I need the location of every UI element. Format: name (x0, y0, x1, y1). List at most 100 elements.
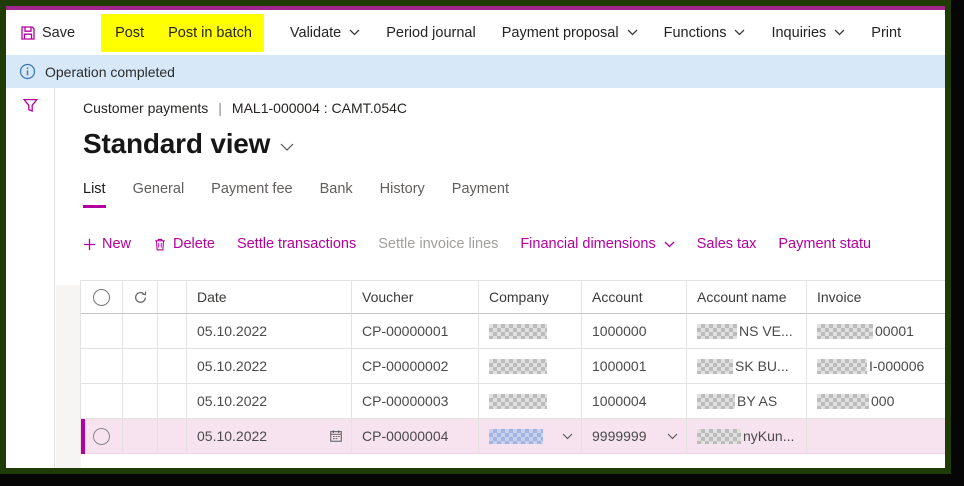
settle-transactions-button[interactable]: Settle transactions (236, 236, 357, 252)
column-header-account-name[interactable]: Account name (687, 281, 807, 314)
row-select-cell[interactable] (81, 349, 123, 384)
invoice-fragment: 000 (871, 393, 895, 409)
refresh-cell[interactable] (123, 281, 158, 314)
voucher-cell[interactable]: CP-00000003 (352, 384, 479, 419)
chevron-down-icon (834, 29, 845, 36)
account-cell[interactable]: 1000000 (582, 314, 687, 349)
redacted-invoice (817, 393, 869, 409)
table-row[interactable]: 05.10.2022 CP-00000003 1000004 BY AS 000 (81, 384, 945, 419)
post-button[interactable]: Post (115, 24, 145, 41)
select-all-cell[interactable] (81, 281, 123, 314)
financial-dimensions-menu-button[interactable]: Financial dimensions (520, 236, 675, 252)
top-accent-bar (6, 6, 945, 10)
sales-tax-button[interactable]: Sales tax (696, 236, 757, 252)
payment-proposal-label: Payment proposal (501, 24, 619, 41)
inquiries-menu-button[interactable]: Inquiries (771, 25, 845, 41)
account-name-cell[interactable]: SK BU... (687, 349, 807, 384)
account-value: 9999999 (592, 428, 647, 444)
lookup-chevron-icon[interactable] (667, 433, 678, 440)
date-cell[interactable]: 05.10.2022 (187, 349, 352, 384)
view-title[interactable]: Standard view (83, 125, 945, 163)
breadcrumb-module[interactable]: Customer payments (83, 100, 209, 116)
invoice-cell[interactable]: I-000006 (807, 349, 945, 384)
redacted-account-name (697, 358, 733, 374)
main-area: Customer payments | MAL1-000004 : CAMT.0… (6, 88, 945, 468)
redacted-account-name (697, 323, 737, 339)
refresh-icon (133, 290, 148, 305)
company-cell[interactable] (479, 314, 582, 349)
tab-payment[interactable]: Payment (451, 181, 510, 197)
voucher-cell[interactable]: CP-00000004 (352, 419, 479, 454)
column-header-voucher[interactable]: Voucher (352, 281, 479, 314)
redacted-company (489, 323, 547, 339)
row-select-cell[interactable] (81, 419, 123, 454)
lookup-chevron-icon[interactable] (562, 433, 573, 440)
redacted-company (489, 358, 547, 374)
redacted-invoice (817, 323, 873, 339)
column-header-invoice[interactable]: Invoice (807, 281, 945, 314)
invoice-cell[interactable]: 000 (807, 384, 945, 419)
account-cell[interactable]: 1000004 (582, 384, 687, 419)
filter-icon[interactable] (22, 97, 39, 468)
command-toolbar: Save Post Post in batch Validate Period … (6, 10, 945, 55)
tab-payment-fee[interactable]: Payment fee (211, 181, 293, 197)
voucher-cell[interactable]: CP-00000002 (352, 349, 479, 384)
column-header-account[interactable]: Account (582, 281, 687, 314)
table-row-selected[interactable]: 05.10.2022 CP-00000004 9999999 nyKun... (81, 419, 945, 454)
delete-button[interactable]: Delete (153, 236, 215, 252)
account-cell[interactable]: 9999999 (582, 419, 687, 454)
account-name-fragment: NS VE... (739, 323, 793, 339)
company-cell[interactable] (479, 349, 582, 384)
filter-rail (6, 88, 55, 468)
account-name-cell[interactable]: nyKun... (687, 419, 807, 454)
period-journal-button[interactable]: Period journal (386, 25, 475, 41)
calendar-icon[interactable] (329, 429, 343, 443)
info-icon (19, 63, 36, 80)
date-cell[interactable]: 05.10.2022 (187, 384, 352, 419)
tab-general[interactable]: General (132, 181, 185, 197)
payment-proposal-menu-button[interactable]: Payment proposal (502, 25, 638, 41)
company-cell[interactable] (479, 419, 582, 454)
payments-grid: Date Voucher Company Account Account nam… (80, 280, 945, 454)
row-select-cell[interactable] (81, 384, 123, 419)
date-cell[interactable]: 05.10.2022 (187, 314, 352, 349)
redacted-company (489, 393, 547, 409)
column-header-date[interactable]: Date (187, 281, 352, 314)
invoice-cell[interactable] (807, 419, 945, 454)
payment-status-button[interactable]: Payment statu (778, 236, 872, 252)
row-gutter-cell (123, 349, 158, 384)
company-cell[interactable] (479, 384, 582, 419)
post-in-batch-button[interactable]: Post in batch (168, 24, 252, 41)
print-button[interactable]: Print (871, 25, 901, 41)
select-row-icon (93, 427, 110, 445)
settle-invoice-lines-button: Settle invoice lines (378, 236, 499, 252)
row-select-cell[interactable] (81, 314, 123, 349)
functions-menu-button[interactable]: Functions (664, 25, 746, 41)
account-cell[interactable]: 1000001 (582, 349, 687, 384)
chevron-down-icon (627, 29, 638, 36)
account-name-cell[interactable]: BY AS (687, 384, 807, 419)
save-button[interactable]: Save (20, 25, 75, 41)
voucher-cell[interactable]: CP-00000001 (352, 314, 479, 349)
delete-label: Delete (173, 236, 215, 252)
gutter-header-cell (158, 281, 187, 314)
grid-action-strip: New Delete Settle transactions Settle in… (83, 234, 945, 254)
table-row[interactable]: 05.10.2022 CP-00000001 1000000 NS VE... … (81, 314, 945, 349)
column-header-company[interactable]: Company (479, 281, 582, 314)
financial-dimensions-label: Financial dimensions (520, 236, 656, 252)
page-content: Customer payments | MAL1-000004 : CAMT.0… (55, 88, 945, 468)
tab-strip: List General Payment fee Bank History Pa… (83, 181, 945, 208)
tab-history[interactable]: History (379, 181, 425, 197)
breadcrumb: Customer payments | MAL1-000004 : CAMT.0… (83, 100, 945, 116)
date-cell[interactable]: 05.10.2022 (187, 419, 352, 454)
invoice-cell[interactable]: 00001 (807, 314, 945, 349)
tab-list[interactable]: List (83, 181, 106, 208)
tab-bank[interactable]: Bank (319, 181, 353, 197)
chevron-down-icon (734, 29, 745, 36)
account-name-cell[interactable]: NS VE... (687, 314, 807, 349)
new-button[interactable]: New (83, 236, 131, 252)
table-row[interactable]: 05.10.2022 CP-00000002 1000001 SK BU... … (81, 349, 945, 384)
message-text: Operation completed (45, 63, 175, 80)
row-gutter-cell (158, 384, 187, 419)
validate-menu-button[interactable]: Validate (290, 25, 360, 41)
